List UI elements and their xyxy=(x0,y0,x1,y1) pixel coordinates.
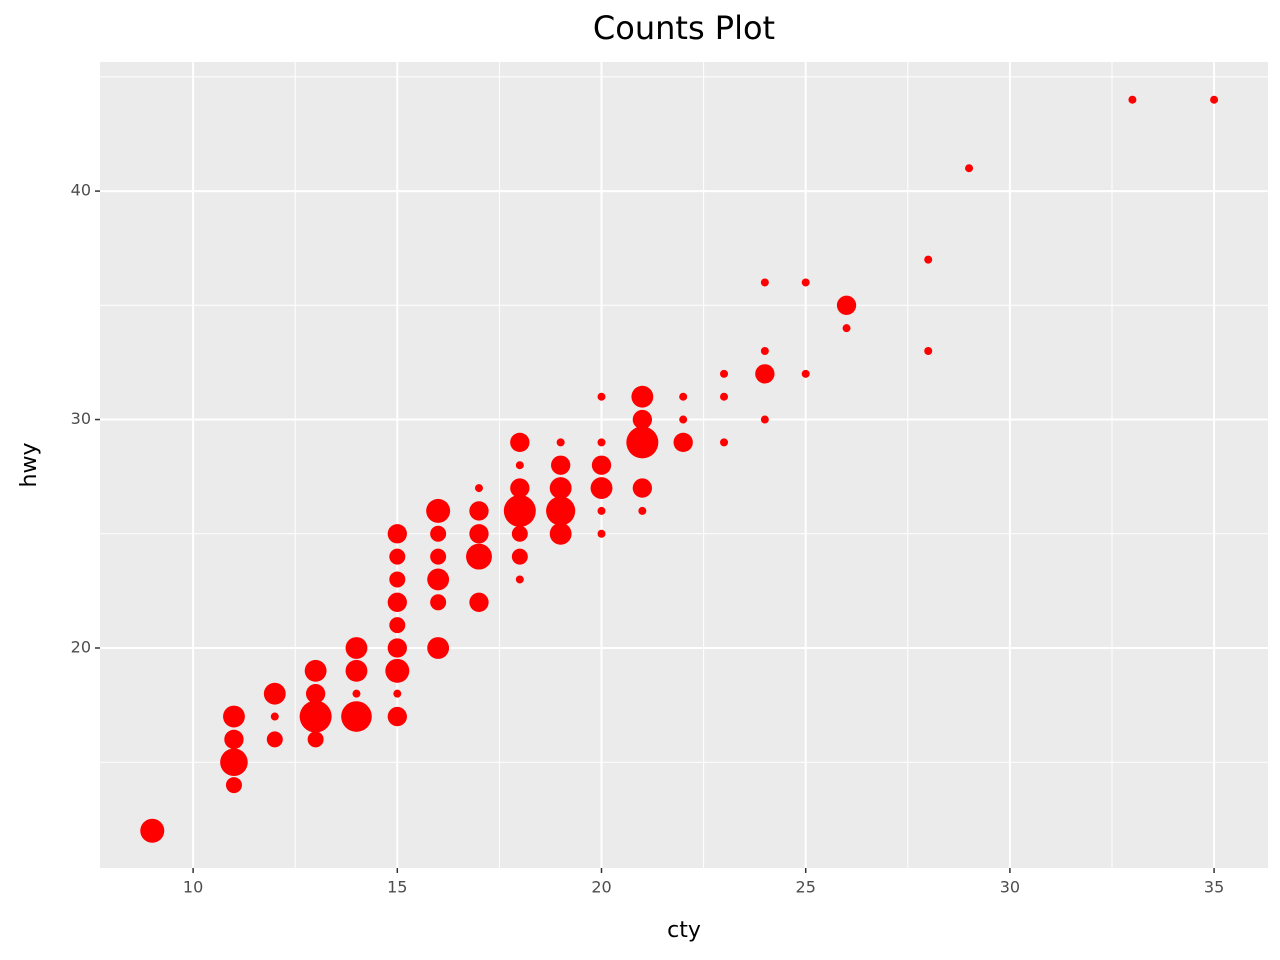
point xyxy=(632,478,653,498)
point xyxy=(387,638,407,658)
point xyxy=(266,731,283,748)
point xyxy=(720,392,729,401)
point xyxy=(679,415,688,424)
point xyxy=(631,385,654,408)
point xyxy=(924,346,933,355)
point xyxy=(632,409,653,430)
x-tick-label: 35 xyxy=(1204,878,1224,897)
point xyxy=(510,478,530,498)
point xyxy=(597,529,606,538)
point xyxy=(385,658,410,683)
point xyxy=(389,617,406,634)
point xyxy=(430,548,447,565)
y-tick-label: 40 xyxy=(71,181,91,200)
point xyxy=(801,278,810,287)
point xyxy=(469,501,489,521)
point xyxy=(225,777,242,794)
point xyxy=(503,494,536,527)
point xyxy=(720,369,729,378)
point xyxy=(515,461,524,470)
point xyxy=(469,592,489,612)
point xyxy=(549,477,572,500)
point xyxy=(263,682,286,705)
point xyxy=(474,484,483,493)
y-tick-label: 20 xyxy=(71,637,91,656)
panel xyxy=(100,62,1268,868)
point xyxy=(393,689,402,698)
point xyxy=(307,731,324,748)
point xyxy=(389,548,406,565)
point xyxy=(626,426,659,459)
point xyxy=(341,701,372,732)
point xyxy=(924,255,933,264)
point xyxy=(304,659,327,682)
point xyxy=(590,477,613,500)
point xyxy=(755,364,775,384)
point xyxy=(551,455,571,475)
point xyxy=(1128,95,1137,104)
point xyxy=(760,278,769,287)
point xyxy=(427,568,450,591)
point xyxy=(140,818,165,843)
point xyxy=(597,438,606,447)
point xyxy=(510,432,530,453)
x-tick-label: 15 xyxy=(387,878,407,897)
point xyxy=(224,729,244,750)
x-tick-label: 20 xyxy=(591,878,611,897)
point xyxy=(387,524,407,544)
point xyxy=(345,637,368,659)
point xyxy=(511,525,528,542)
point xyxy=(426,498,451,523)
point xyxy=(387,592,407,612)
point xyxy=(597,392,606,401)
point xyxy=(965,164,974,173)
point xyxy=(679,392,688,401)
point xyxy=(430,594,447,611)
y-tick-label: 30 xyxy=(71,409,91,428)
point xyxy=(430,525,447,542)
point xyxy=(591,455,612,475)
point xyxy=(1210,95,1219,104)
point xyxy=(299,700,332,733)
point xyxy=(387,706,407,727)
point xyxy=(515,575,524,584)
point xyxy=(345,659,368,682)
y-axis-label: hwy xyxy=(17,443,42,488)
point xyxy=(760,415,769,424)
point xyxy=(270,712,279,721)
x-tick-label: 10 xyxy=(183,878,203,897)
point xyxy=(597,506,606,515)
point xyxy=(546,496,576,526)
point xyxy=(427,637,450,659)
point xyxy=(760,346,769,355)
point xyxy=(511,548,528,565)
point xyxy=(220,748,248,777)
point xyxy=(305,684,326,704)
point xyxy=(842,324,851,333)
chart-title: Counts Plot xyxy=(593,9,775,47)
x-axis-label: cty xyxy=(667,918,701,943)
point xyxy=(223,705,245,728)
point xyxy=(466,543,492,570)
point xyxy=(801,369,810,378)
point xyxy=(469,524,489,544)
point xyxy=(836,295,857,315)
point xyxy=(638,506,647,515)
point xyxy=(720,438,729,447)
point xyxy=(673,432,693,453)
x-tick-label: 30 xyxy=(1000,878,1020,897)
point xyxy=(352,689,361,698)
point xyxy=(549,522,572,545)
point xyxy=(556,438,565,447)
point xyxy=(389,571,406,588)
x-tick-label: 25 xyxy=(796,878,816,897)
